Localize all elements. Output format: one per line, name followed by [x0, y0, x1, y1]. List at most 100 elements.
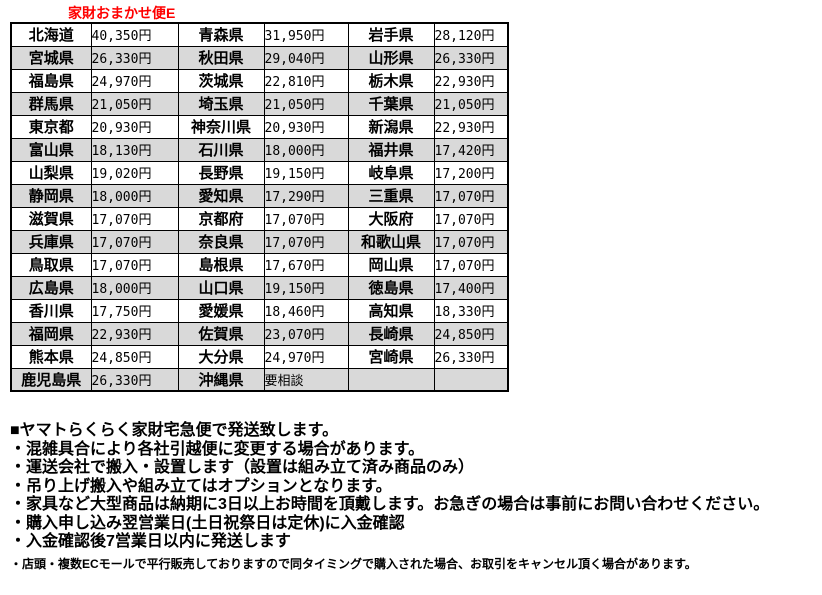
prefecture-cell: 山形県	[347, 45, 435, 70]
table-row: 北海道 40,350円 青森県 31,950円 岩手県 28,120円	[10, 22, 509, 47]
price-cell: 17,070円	[263, 206, 349, 231]
prefecture-cell: 大阪府	[347, 206, 435, 231]
note-bullet: ・吊り上げ搬入や組み立てはオプションとなります。	[10, 477, 392, 495]
price-cell: 26,330円	[433, 45, 509, 70]
prefecture-cell: 栃木県	[347, 68, 435, 93]
table-row: 熊本県 24,850円 大分県 24,970円 宮崎県 26,330円	[10, 344, 509, 369]
price-cell: 23,070円	[263, 321, 349, 346]
prefecture-cell: 秋田県	[177, 45, 265, 70]
table-row: 鳥取県 17,070円 島根県 17,670円 岡山県 17,070円	[10, 252, 509, 277]
price-cell: 28,120円	[433, 22, 509, 47]
price-cell: 26,330円	[90, 367, 179, 392]
table-title: 家財おまかせ便E	[68, 5, 176, 21]
note-bullet: ・入金確認後7営業日以内に発送します	[10, 533, 291, 551]
prefecture-cell: 石川県	[177, 137, 265, 162]
price-cell: 20,930円	[263, 114, 349, 139]
table-row: 福岡県 22,930円 佐賀県 23,070円 長崎県 24,850円	[10, 321, 509, 346]
prefecture-cell: 兵庫県	[10, 229, 92, 254]
prefecture-cell: 静岡県	[10, 183, 92, 208]
table-row: 鹿児島県 26,330円 沖縄県 要相談	[10, 367, 509, 392]
price-cell: 19,150円	[263, 275, 349, 300]
price-cell: 24,850円	[433, 321, 509, 346]
price-cell: 17,070円	[90, 252, 179, 277]
table-row: 富山県 18,130円 石川県 18,000円 福井県 17,420円	[10, 137, 509, 162]
prefecture-cell: 福岡県	[10, 321, 92, 346]
prefecture-cell: 滋賀県	[10, 206, 92, 231]
prefecture-cell: 岡山県	[347, 252, 435, 277]
price-cell: 17,420円	[433, 137, 509, 162]
price-cell: 26,330円	[433, 344, 509, 369]
prefecture-cell: 愛媛県	[177, 298, 265, 323]
prefecture-cell: 山口県	[177, 275, 265, 300]
price-cell: 21,050円	[263, 91, 349, 116]
prefecture-cell: 大分県	[177, 344, 265, 369]
prefecture-cell: 鹿児島県	[10, 367, 92, 392]
prefecture-cell: 神奈川県	[177, 114, 265, 139]
price-cell: 18,000円	[263, 137, 349, 162]
price-cell: 17,070円	[90, 229, 179, 254]
prefecture-cell: 新潟県	[347, 114, 435, 139]
price-cell: 19,020円	[90, 160, 179, 185]
note-bullet: ・購入申し込み翌営業日(土日祝祭日は定休)に入金確認	[10, 514, 405, 532]
prefecture-cell: 千葉県	[347, 91, 435, 116]
price-cell	[433, 367, 509, 392]
price-cell: 22,930円	[433, 114, 509, 139]
table-row: 山梨県 19,020円 長野県 19,150円 岐阜県 17,200円	[10, 160, 509, 185]
prefecture-cell: 京都府	[177, 206, 265, 231]
prefecture-cell: 高知県	[347, 298, 435, 323]
prefecture-cell: 三重県	[347, 183, 435, 208]
price-cell: 17,750円	[90, 298, 179, 323]
price-cell: 18,330円	[433, 298, 509, 323]
prefecture-cell: 福島県	[10, 68, 92, 93]
price-cell: 17,400円	[433, 275, 509, 300]
price-cell: 24,850円	[90, 344, 179, 369]
prefecture-cell: 島根県	[177, 252, 265, 277]
note-bullet: ・家具など大型商品は納期に3日以上お時間を頂戴します。お急ぎの場合は事前にお問い…	[10, 496, 770, 514]
price-cell: 17,070円	[433, 252, 509, 277]
table-row: 滋賀県 17,070円 京都府 17,070円 大阪府 17,070円	[10, 206, 509, 231]
prefecture-cell: 富山県	[10, 137, 92, 162]
prefecture-cell: 岐阜県	[347, 160, 435, 185]
price-cell: 21,050円	[433, 91, 509, 116]
prefecture-cell: 沖縄県	[177, 367, 265, 392]
prefecture-cell: 長崎県	[347, 321, 435, 346]
note-bullet: ・混雑具合により各社引越便に変更する場合があります。	[10, 441, 425, 458]
prefecture-cell: 愛知県	[177, 183, 265, 208]
prefecture-cell: 宮崎県	[347, 344, 435, 369]
price-cell: 17,070円	[263, 229, 349, 254]
prefecture-cell: 長野県	[177, 160, 265, 185]
table-row: 福島県 24,970円 茨城県 22,810円 栃木県 22,930円	[10, 68, 509, 93]
table-row: 香川県 17,750円 愛媛県 18,460円 高知県 18,330円	[10, 298, 509, 323]
table-row: 宮城県 26,330円 秋田県 29,040円 山形県 26,330円	[10, 45, 509, 70]
price-cell: 24,970円	[90, 68, 179, 93]
price-cell: 24,970円	[263, 344, 349, 369]
notes-heading: ■ヤマトらくらく家財宅急便で発送致します。	[10, 422, 339, 439]
price-cell: 17,070円	[433, 229, 509, 254]
prefecture-cell: 茨城県	[177, 68, 265, 93]
prefecture-cell: 香川県	[10, 298, 92, 323]
price-cell: 18,460円	[263, 298, 349, 323]
price-cell: 17,670円	[263, 252, 349, 277]
price-cell: 21,050円	[90, 91, 179, 116]
price-cell: 要相談	[263, 367, 349, 392]
price-cell: 31,950円	[263, 22, 349, 47]
table-row: 広島県 18,000円 山口県 19,150円 徳島県 17,400円	[10, 275, 509, 300]
notes-footnote: ・店頭・複数ECモールで平行販売しておりますので同タイミングで購入された場合、お…	[10, 557, 697, 571]
prefecture-cell	[347, 367, 435, 392]
prefecture-cell: 群馬県	[10, 91, 92, 116]
price-cell: 22,930円	[433, 68, 509, 93]
prefecture-cell: 鳥取県	[10, 252, 92, 277]
prefecture-cell: 岩手県	[347, 22, 435, 47]
prefecture-cell: 福井県	[347, 137, 435, 162]
table-body: 北海道 40,350円 青森県 31,950円 岩手県 28,120円 宮城県 26,330円…	[10, 22, 509, 392]
price-cell: 40,350円	[90, 22, 179, 47]
price-cell: 17,070円	[90, 206, 179, 231]
table-row: 静岡県 18,000円 愛知県 17,290円 三重県 17,070円	[10, 183, 509, 208]
table-row: 東京都 20,930円 神奈川県 20,930円 新潟県 22,930円	[10, 114, 509, 139]
prefecture-cell: 宮城県	[10, 45, 92, 70]
prefecture-cell: 佐賀県	[177, 321, 265, 346]
prefecture-cell: 埼玉県	[177, 91, 265, 116]
prefecture-cell: 広島県	[10, 275, 92, 300]
price-cell: 17,290円	[263, 183, 349, 208]
